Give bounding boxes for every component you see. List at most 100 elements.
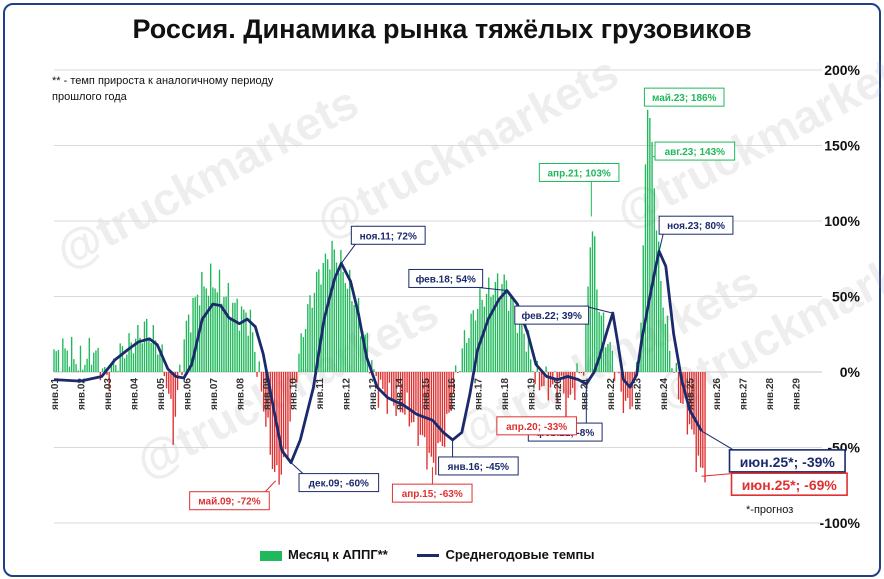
bar	[594, 236, 596, 372]
bar	[574, 372, 576, 400]
y-tick-label: 0%	[840, 364, 861, 380]
bar	[704, 372, 706, 483]
bar	[335, 262, 338, 372]
annotation-label: апр.21; 103%	[547, 168, 610, 179]
bar	[600, 315, 602, 372]
bar	[198, 305, 201, 372]
bar	[406, 372, 408, 393]
bar	[503, 274, 505, 372]
bar	[560, 372, 563, 376]
bar	[183, 339, 185, 372]
annotation-label: ноя.11; 72%	[360, 231, 417, 242]
bar	[313, 292, 316, 372]
bar	[57, 349, 60, 372]
bar	[291, 372, 294, 385]
bar	[95, 350, 97, 372]
bar	[280, 372, 282, 475]
x-tick-label: янв.20	[553, 378, 564, 410]
bar	[472, 310, 474, 372]
annotation-leader	[478, 286, 507, 291]
x-tick-label: янв.29	[792, 378, 803, 410]
bar	[448, 372, 450, 413]
bar	[216, 292, 218, 372]
bar	[132, 353, 135, 372]
bar	[530, 359, 532, 372]
bar	[112, 358, 115, 372]
annotation-box	[438, 456, 519, 476]
bar	[262, 372, 265, 412]
bar	[450, 372, 452, 412]
bar	[525, 351, 527, 372]
annotation-label: май.23; 186%	[652, 93, 717, 104]
bar	[611, 350, 614, 372]
bar	[660, 280, 662, 372]
bar	[329, 269, 331, 372]
x-tick-label: янв.03	[103, 378, 114, 410]
x-tick-label: янв.06	[182, 378, 193, 410]
bar	[146, 318, 148, 372]
x-tick-label: янв.10	[288, 378, 299, 410]
annotation-box	[189, 491, 270, 511]
bar	[582, 372, 585, 376]
bar	[507, 310, 510, 372]
bar	[249, 309, 252, 372]
bar	[55, 351, 57, 372]
y-tick-label: 150%	[824, 138, 860, 154]
bar	[633, 372, 636, 380]
bar	[644, 164, 647, 372]
bar	[331, 240, 333, 372]
bar	[589, 247, 591, 372]
bar	[187, 314, 190, 372]
x-tick-label: янв.11	[315, 378, 326, 410]
bar	[117, 370, 119, 372]
bar	[362, 331, 364, 372]
bar	[430, 372, 433, 457]
bar	[452, 372, 455, 395]
bar	[421, 372, 424, 436]
bar	[419, 372, 422, 435]
bar	[227, 282, 230, 372]
x-tick-label: янв.28	[765, 378, 776, 410]
bar	[258, 361, 260, 372]
bar	[152, 325, 154, 372]
bar	[538, 372, 541, 391]
bar	[607, 343, 609, 372]
bar	[622, 372, 625, 414]
bar	[274, 372, 276, 472]
annotation-box	[350, 225, 426, 245]
bar	[468, 337, 470, 372]
bar	[170, 372, 172, 399]
annotation-label: янв.16; -45%	[448, 462, 509, 473]
bar	[320, 284, 322, 372]
bar	[254, 351, 256, 372]
bar	[53, 349, 55, 372]
bar	[148, 337, 150, 372]
bar	[110, 364, 113, 372]
bar	[278, 372, 280, 485]
bar	[474, 320, 477, 372]
annotation-box	[298, 473, 380, 493]
bar	[673, 372, 675, 373]
legend-bars-label: Месяц к АППГ**	[288, 547, 388, 563]
bar	[702, 372, 704, 468]
bar	[417, 372, 419, 446]
x-tick-label: янв.26	[712, 378, 723, 410]
bar	[79, 345, 82, 372]
bar	[457, 372, 459, 373]
x-tick-label: янв.17	[474, 378, 485, 410]
bar	[119, 343, 121, 372]
bar	[556, 372, 558, 403]
bar	[223, 296, 225, 372]
bar	[179, 364, 181, 372]
x-tick-label: янв.02	[76, 378, 87, 410]
bar	[684, 372, 686, 399]
bar	[174, 372, 177, 417]
bar	[591, 231, 594, 372]
legend: Месяц к АППГ** Среднегодовые темпы	[260, 546, 620, 562]
forecast-note: *-прогноз	[746, 504, 794, 516]
bar	[485, 293, 488, 372]
bar	[554, 371, 556, 372]
bar	[384, 372, 386, 394]
bar	[518, 308, 521, 372]
annotation-leader	[658, 234, 664, 252]
